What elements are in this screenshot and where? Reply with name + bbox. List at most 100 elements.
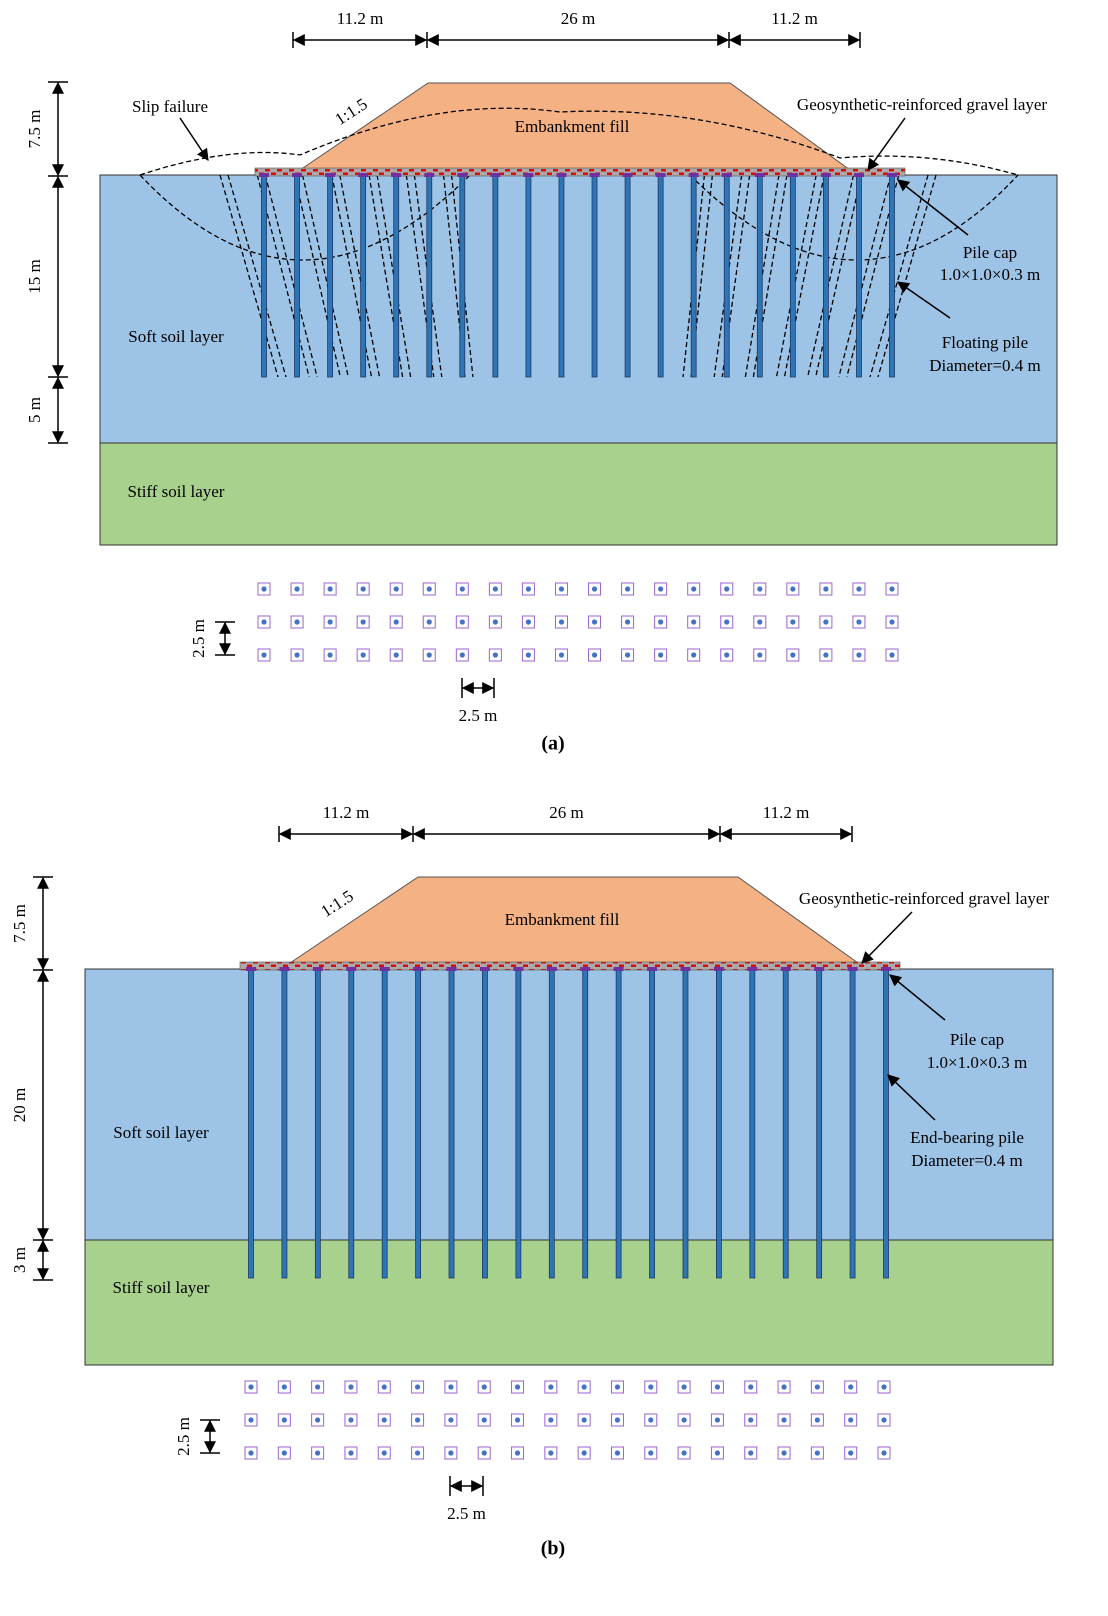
plan-pile [261,619,266,624]
plan-pile [261,652,266,657]
plan-pile [448,1417,453,1422]
plan-pile [460,586,465,591]
plan-pile [394,652,399,657]
plan-pile [848,1384,853,1389]
plan-pile [427,586,432,591]
pile-cap [313,967,323,971]
plan-pile [848,1417,853,1422]
plan-pile [648,1384,653,1389]
pile [716,969,721,1278]
pile [394,175,399,377]
plan-pile [691,619,696,624]
pile-cap [556,173,566,177]
pile [559,175,564,377]
pile-cap [590,173,600,177]
pile-cap [292,173,302,177]
pile [493,175,498,377]
slope-label: 1:1.5 [317,886,356,921]
plan-pile [382,1417,387,1422]
plan-pile [548,1384,553,1389]
plan-pile [348,1450,353,1455]
pile [658,175,663,377]
plan-pile [348,1417,353,1422]
gravel-layer [255,168,905,176]
plan-pile [757,619,762,624]
pile [683,969,688,1278]
pile-cap [755,173,765,177]
plan-pile [394,586,399,591]
plan-pile [815,1450,820,1455]
pile-cap [623,173,633,177]
pile-cap [413,967,423,971]
pile-cap [246,967,256,971]
soil-label: Stiff soil layer [113,1278,210,1297]
plan-pile [248,1450,253,1455]
plan-pile [559,619,564,624]
plan-pile [691,586,696,591]
pile [262,175,267,377]
pile-cap [580,967,590,971]
plan-pile [625,586,630,591]
dimension-label: 11.2 m [771,9,818,28]
pile [526,175,531,377]
pile-cap [714,967,724,971]
gravel-label: Geosynthetic-reinforced gravel layer [797,95,1047,114]
leader-arrow [868,118,905,170]
pile [328,175,333,377]
pile-diameter: Diameter=0.4 m [911,1151,1023,1170]
pile [724,175,729,377]
plan-pile [658,652,663,657]
pile-cap [821,173,831,177]
plan-pile [482,1450,487,1455]
plan-pile [415,1417,420,1422]
leader-arrow [180,118,208,160]
pile-label: End-bearing pile [910,1128,1024,1147]
plan-pile [493,586,498,591]
plan-pile [592,619,597,624]
pile [890,175,895,377]
soil-label: Soft soil layer [128,327,224,346]
plan-pile [790,586,795,591]
dimension-label: 11.2 m [323,803,370,822]
pile-cap [647,967,657,971]
plan-pile [282,1450,287,1455]
pile [616,969,621,1278]
plan-pile [682,1450,687,1455]
plan-pile [394,619,399,624]
plan-pile [715,1417,720,1422]
pile-cap [887,173,897,177]
figure: 11.2 m26 m11.2 m7.5 m15 m5 mSlip failure… [0,0,1108,1616]
plan-pile [361,652,366,657]
slip-label: Slip failure [132,97,208,116]
pile-cap [614,967,624,971]
plan-pile [582,1384,587,1389]
plan-pile [881,1384,886,1389]
pile-cap [656,173,666,177]
pile [856,175,861,377]
plan-pile [448,1384,453,1389]
plan-pile [823,586,828,591]
plan-pile [282,1384,287,1389]
pile [583,969,588,1278]
pile-cap-size: 1.0×1.0×0.3 m [940,265,1040,284]
pile-cap [722,173,732,177]
pile [482,969,487,1278]
dimension-label: 5 m [25,397,44,423]
plan-pile [515,1417,520,1422]
pile-cap [457,173,467,177]
pile-cap [848,967,858,971]
plan-pile [526,586,531,591]
dimension-label: 7.5 m [10,904,29,943]
pile-cap [513,967,523,971]
pile-cap [279,967,289,971]
pile [691,175,696,377]
plan-pile [889,586,894,591]
plan-pile [781,1417,786,1422]
plan-pile [348,1384,353,1389]
pile-cap [480,967,490,971]
plan-pile [790,619,795,624]
plan-pile [294,619,299,624]
plan-pile [559,586,564,591]
plan-pile [315,1384,320,1389]
pile [790,175,795,377]
